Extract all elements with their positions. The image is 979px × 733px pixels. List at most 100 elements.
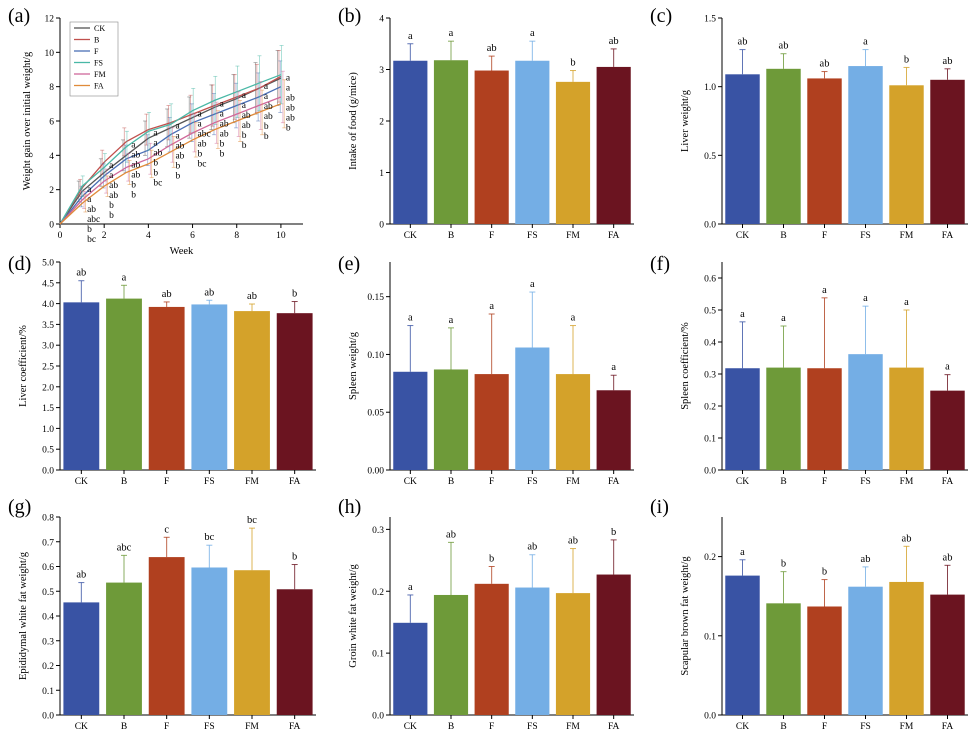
significance-letter: b [131, 191, 136, 201]
y-tick-label: 0.3 [372, 526, 384, 536]
y-tick-label: 0.1 [704, 435, 716, 445]
significance-letter-B: a [781, 313, 786, 324]
bar-B [766, 603, 801, 715]
significance-letter: b [109, 201, 114, 211]
x-tick-label-FA: FA [942, 231, 954, 241]
bar-FA [596, 574, 631, 715]
x-tick-label-FA: FA [289, 477, 301, 487]
x-tick-label-CK: CK [75, 477, 88, 487]
x-tick-label-F: F [164, 477, 169, 487]
significance-letter-CK: a [408, 31, 413, 42]
significance-letter-F: b [489, 554, 494, 565]
x-tick-label: 6 [190, 231, 195, 241]
bar-CK [393, 60, 428, 225]
y-tick-label: 0.3 [704, 371, 716, 381]
y-tick-label: 0.8 [42, 514, 54, 524]
bar-B [766, 68, 801, 225]
legend-label-FS: FS [94, 59, 103, 68]
bar-FA [276, 313, 313, 470]
significance-letter: b [242, 141, 247, 151]
significance-letter: b [87, 225, 92, 235]
significance-letter: ab [131, 161, 140, 171]
y-axis-label: Epididymal white fat weight/g [18, 551, 29, 680]
significance-letter-FS: a [530, 28, 535, 39]
bar-F [474, 583, 509, 715]
bar-FM [889, 581, 924, 715]
x-tick-label-F: F [489, 231, 494, 241]
x-tick-label-F: F [822, 231, 827, 241]
bar-FA [276, 589, 313, 715]
chart-panel-i: (i) 0.0 0.1 0.2 Scapular brown fat weight/g a… [650, 496, 968, 732]
bar-F [474, 374, 509, 470]
significance-letter-F: a [489, 301, 494, 312]
significance-letter-FA: ab [943, 56, 953, 67]
y-tick-label: 3.0 [42, 342, 54, 352]
significance-letter-B: a [449, 315, 454, 326]
y-tick-label: 0.5 [704, 152, 716, 162]
legend-label-CK: CK [94, 24, 105, 33]
bar-F [148, 306, 185, 470]
y-tick-label: 0.7 [42, 538, 54, 548]
series-line-B [59, 75, 282, 225]
significance-letter: ab [264, 102, 273, 112]
y-tick-label: 0.2 [372, 588, 384, 598]
y-tick-label: 0.5 [42, 446, 54, 456]
y-tick-label: 1.5 [42, 404, 54, 414]
significance-letter: a [220, 99, 225, 109]
significance-letter: a [286, 74, 291, 84]
significance-letter: ab [131, 171, 140, 181]
significance-letter-F: ab [162, 289, 172, 300]
significance-letter: a [242, 101, 247, 111]
significance-letter: a [109, 161, 114, 171]
y-tick-label: 3.5 [42, 321, 54, 331]
y-tick-label: 0.0 [704, 221, 716, 231]
significance-letter-B: b [781, 559, 786, 570]
significance-letter: a [175, 132, 180, 142]
bar-B [766, 367, 801, 470]
panel-label: (c) [650, 5, 672, 27]
bar-FM [889, 367, 924, 470]
y-tick-label: 5.0 [42, 259, 54, 269]
significance-letter-CK: a [740, 309, 745, 320]
bar-CK [393, 371, 428, 470]
significance-letter: bc [87, 235, 96, 245]
bar-CK [393, 622, 428, 715]
bar-FM [555, 374, 591, 470]
significance-letter: ab [198, 140, 207, 150]
bar-FS [848, 354, 883, 470]
y-axis-label: Liver coefficient/% [18, 325, 29, 407]
significance-letter: a [220, 109, 225, 119]
significance-letter: b [264, 132, 269, 142]
bar-FM [234, 570, 270, 715]
significance-letter-CK: a [740, 547, 745, 558]
x-tick-label-FA: FA [608, 231, 620, 241]
x-tick-label-B: B [780, 722, 786, 732]
bar-F [807, 78, 842, 224]
bar-B [106, 582, 142, 715]
significance-letter: ab [109, 191, 118, 201]
bar-FA [930, 594, 965, 715]
x-tick-label-FS: FS [860, 722, 871, 732]
significance-letter: ab [220, 119, 229, 129]
significance-letter-FA: ab [609, 36, 619, 47]
significance-letter-F: ab [820, 59, 830, 70]
x-tick-label-B: B [121, 722, 127, 732]
x-tick-label: 10 [276, 231, 286, 241]
significance-letter: b [175, 162, 180, 172]
significance-letter: a [198, 120, 203, 130]
y-tick-label: 0.2 [704, 553, 716, 563]
x-tick-label: 2 [102, 231, 107, 241]
significance-letter: ab [264, 112, 273, 122]
x-tick-label-CK: CK [404, 477, 417, 487]
bar-B [106, 298, 142, 470]
significance-letter-CK: ab [738, 37, 748, 48]
significance-letter: ab [286, 104, 295, 114]
y-tick-label: 0.6 [704, 275, 716, 285]
x-tick-label: 8 [234, 231, 239, 241]
bar-FM [234, 311, 270, 470]
significance-letter: a [175, 122, 180, 132]
x-tick-label-B: B [780, 477, 786, 487]
x-tick-label-B: B [448, 477, 454, 487]
x-tick-label-FA: FA [608, 722, 620, 732]
y-tick-label: 0.4 [42, 613, 54, 623]
